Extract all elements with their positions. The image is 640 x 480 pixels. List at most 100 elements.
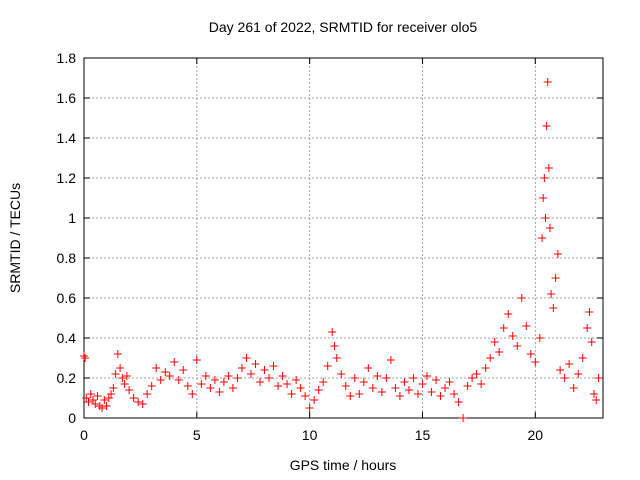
data-point [526,350,535,358]
data-point [418,380,427,388]
data-point [574,370,583,378]
data-point [504,310,513,318]
plot-frame [83,57,604,419]
data-point [517,294,526,302]
data-point [583,324,592,332]
data-point [490,338,499,346]
data-point [80,352,88,360]
data-point [395,392,404,400]
data-point [422,372,431,380]
y-tick-label: 0.6 [57,290,77,306]
data-point [310,396,319,404]
data-point [594,374,603,382]
y-tick-label: 1 [68,210,76,226]
data-point [179,366,188,374]
data-point [569,384,578,392]
data-point [134,398,143,406]
data-point [441,384,450,392]
y-tick-label: 0 [68,410,76,426]
data-point [436,392,445,400]
y-tick-label: 1.6 [57,90,77,106]
data-point [587,338,596,346]
data-point [542,122,551,130]
x-tick-label: 0 [80,427,88,443]
data-point [314,386,323,394]
data-point [539,194,548,202]
data-point [188,390,197,398]
data-point [152,364,161,372]
y-tick-label: 0.2 [57,370,77,386]
data-point [386,356,395,364]
data-point [589,390,598,398]
data-point [118,374,127,382]
data-point [120,380,129,388]
data-point [219,378,228,386]
data-point [138,400,147,408]
data-point [368,384,377,392]
data-point [445,378,454,386]
data-point [161,368,170,376]
data-point [206,384,215,392]
data-point [305,404,314,412]
data-point [98,404,107,412]
data-point [459,414,468,422]
y-tick-label: 0.8 [57,250,77,266]
data-point [472,370,481,378]
data-point [592,396,601,404]
data-point [560,374,569,382]
data-point [551,274,560,282]
data-point [242,354,251,362]
data-point [346,392,355,400]
x-tick-label: 10 [302,427,318,443]
data-point [454,398,463,406]
data-point [100,396,109,404]
data-point [201,372,210,380]
data-point [129,394,138,402]
data-point [547,290,556,298]
data-point [549,304,558,312]
data-point [183,382,192,390]
data-point [143,390,152,398]
data-point [350,374,359,382]
data-point [544,164,553,172]
data-point [585,308,594,316]
data-point [125,386,134,394]
data-point [400,378,409,386]
data-point [337,370,346,378]
data-point [332,354,341,362]
data-point [256,378,265,386]
x-tick-label: 15 [415,427,431,443]
data-point [323,362,332,370]
data-point [404,386,413,394]
data-point [274,382,283,390]
data-point [210,376,219,384]
data-point [481,364,490,372]
data-point [147,382,156,390]
x-tick-label: 20 [528,427,544,443]
data-point [91,400,100,408]
data-point [174,376,183,384]
data-point [513,342,522,350]
data-point [301,392,310,400]
data-point [111,370,120,378]
data-point [377,388,386,396]
data-point [330,342,339,350]
data-point [427,388,436,396]
data-point [82,394,91,402]
data-point [224,372,233,380]
data-point [192,356,201,364]
y-tick-label: 1.4 [57,130,77,146]
data-point [359,378,368,386]
data-point [86,390,95,398]
data-point [578,354,587,362]
data-point [450,390,459,398]
data-point [215,388,224,396]
data-point [233,374,242,382]
data-point [283,380,292,388]
data-point [122,372,131,380]
data-point [319,378,328,386]
data-point [197,380,206,388]
data-point [556,366,565,374]
data-point [113,350,122,358]
